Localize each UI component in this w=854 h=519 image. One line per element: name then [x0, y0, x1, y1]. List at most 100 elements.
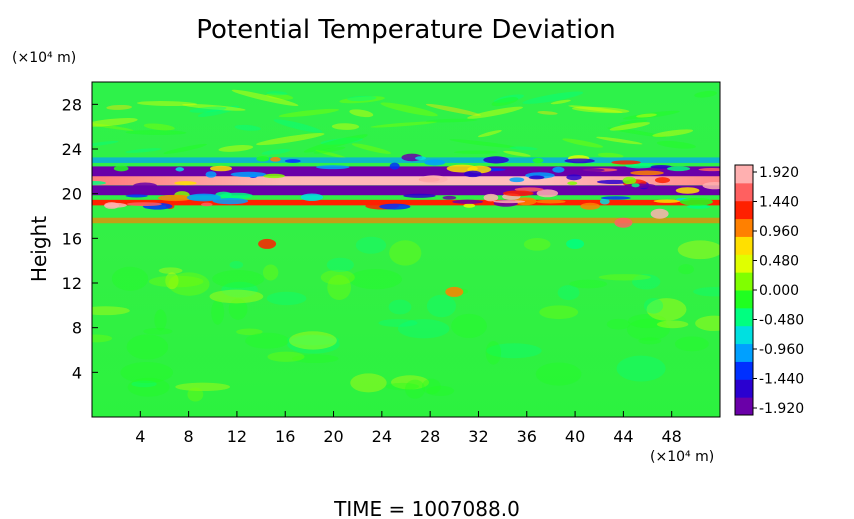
colorbar-label: -0.960: [759, 342, 804, 358]
colorbar-segment: [735, 165, 753, 184]
field-ripple: [449, 139, 517, 148]
field-blotch: [388, 299, 412, 315]
x-tick-label: 20: [323, 427, 343, 446]
field-blotch: [616, 355, 666, 382]
field-ripple: [266, 93, 294, 100]
field-blotch: [486, 343, 542, 359]
field-band-wave: [186, 193, 221, 202]
x-tick-label: 36: [517, 427, 537, 446]
field-blotch: [405, 379, 426, 399]
colorbar-segment: [735, 361, 753, 380]
field-ripple: [182, 103, 246, 111]
field-band-wave: [630, 170, 664, 176]
field-ripple: [467, 106, 523, 119]
x-tick-label: 4: [135, 427, 145, 446]
field-band-wave: [463, 203, 476, 208]
field-ripple: [278, 108, 340, 118]
field-blotch: [539, 305, 579, 320]
field-blotch: [646, 298, 687, 321]
field-blotch: [632, 274, 661, 290]
field-band-wave: [535, 199, 566, 204]
field-ripple: [163, 143, 207, 154]
plot-field: [92, 82, 720, 417]
field-ripple: [303, 134, 368, 153]
field-band: [92, 199, 720, 206]
field-ripple: [339, 96, 385, 104]
colorbar-segment: [735, 182, 753, 202]
colorbar-label: 1.440: [759, 195, 799, 211]
field-blotch: [426, 385, 455, 397]
field-ripple: [652, 129, 694, 137]
field-band-wave: [263, 173, 285, 179]
field-blotch: [378, 318, 418, 327]
field-blotch: [267, 351, 305, 362]
field-blotch: [92, 306, 130, 316]
field-ripple: [572, 106, 630, 114]
field-band-wave: [289, 170, 323, 174]
field-blotch: [236, 328, 263, 336]
field-ripple: [189, 106, 227, 113]
field-band-wave: [552, 166, 565, 173]
field-blotch: [626, 318, 670, 341]
x-tick-label: 16: [275, 427, 295, 446]
field-band-wave: [415, 156, 427, 161]
field-band-wave: [483, 193, 499, 202]
field-band-wave: [403, 193, 436, 198]
field-blotch: [127, 377, 170, 397]
field-ripple: [92, 118, 138, 127]
field-band-wave: [300, 193, 324, 201]
field-band: [92, 185, 720, 196]
field-band-wave: [212, 197, 249, 205]
field-blotch: [229, 261, 244, 269]
field-blotch: [638, 337, 662, 345]
field-ripple: [636, 113, 657, 118]
field-band-wave: [270, 157, 281, 162]
field-feature: [614, 217, 633, 228]
time-label: TIME = 1007088.0: [333, 497, 520, 519]
field-blotch: [451, 313, 487, 339]
field-blotch: [187, 387, 204, 402]
field-blotch: [286, 334, 340, 346]
x-tick-label: 40: [565, 427, 585, 446]
field-band: [92, 217, 720, 224]
field-feature: [258, 238, 277, 249]
field-blotch: [228, 298, 248, 320]
field-band-wave: [493, 200, 526, 204]
field-ripple: [623, 110, 680, 120]
field-ripple: [537, 111, 558, 115]
field-feature: [566, 238, 585, 249]
field-ripple: [596, 136, 643, 145]
field-ripple: [197, 105, 240, 118]
field-blotch: [212, 269, 265, 288]
y-tick-label: 28: [62, 95, 82, 114]
field-band-wave: [599, 198, 610, 205]
field-ripple: [231, 89, 299, 106]
field-ripple: [568, 105, 623, 113]
field-band-wave: [509, 177, 525, 183]
field-ripple: [313, 146, 346, 154]
field-ripple: [143, 123, 175, 131]
field-ripple: [347, 95, 377, 102]
field-ripple: [609, 122, 651, 131]
y-axis: 4 8 12 16 20 24 28: [62, 95, 98, 382]
field-ripple: [493, 94, 525, 103]
field-band-wave: [205, 171, 217, 178]
field-band-wave: [528, 175, 545, 180]
field-band-wave: [667, 166, 691, 172]
field-band-wave: [650, 164, 672, 169]
field-blotch: [557, 285, 580, 301]
field-band-wave: [611, 160, 641, 165]
colorbar-segment: [735, 343, 753, 362]
colorbar-label: -0.480: [759, 313, 804, 329]
field-band-wave: [613, 191, 631, 195]
field-band-wave: [564, 158, 595, 164]
field-blotch: [598, 274, 651, 281]
field-ripple: [218, 145, 254, 152]
colorbar-label: -1.920: [759, 401, 804, 417]
y-axis-label: Height: [27, 216, 51, 282]
field-band-wave: [675, 187, 700, 194]
field-band-wave: [419, 175, 448, 184]
colorbar-label: 0.000: [759, 283, 799, 299]
field-ripple: [261, 149, 291, 155]
colorbar-segment: [735, 272, 753, 291]
